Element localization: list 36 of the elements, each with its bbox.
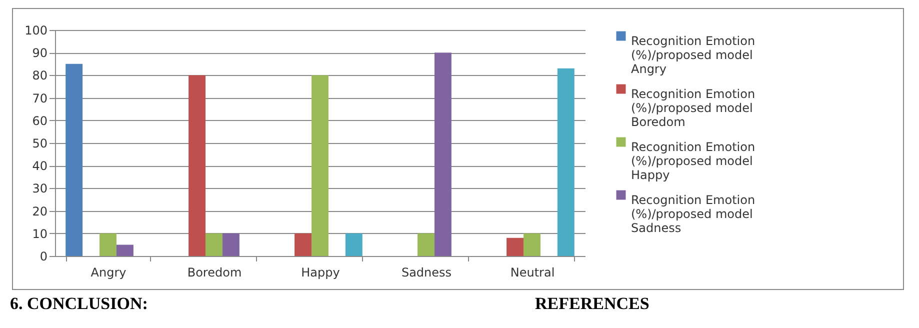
bar (418, 233, 434, 256)
y-tick-label: 50 (32, 136, 48, 150)
bar (116, 244, 134, 256)
text: REFERENCES (535, 294, 650, 314)
legend-label: Recognition Emotion (%)/proposed model Happy (631, 140, 756, 182)
x-tick-label: Boredom (187, 266, 242, 280)
x-tick-label: Happy (301, 266, 340, 280)
legend-label: Recognition Emotion (%)/proposed model Angry (631, 34, 756, 76)
text: 6. CONCLUSION: (10, 294, 148, 314)
bar (345, 233, 362, 256)
bar (66, 64, 83, 256)
y-tick-label: 90 (32, 46, 48, 60)
y-tick-label: 30 (32, 182, 48, 196)
bar (100, 233, 116, 256)
bar (434, 52, 452, 256)
bar (206, 233, 222, 256)
bar (222, 233, 240, 256)
y-tick-label: 20 (32, 204, 48, 218)
y-tick-label: 40 (32, 159, 48, 174)
y-tick-label: 70 (32, 91, 48, 106)
x-tick-label: Angry (90, 266, 126, 280)
bar (557, 68, 574, 256)
bar (188, 75, 206, 256)
y-tick-label: 60 (32, 114, 48, 128)
x-tick-label: Neutral (510, 266, 555, 280)
bar (524, 233, 540, 256)
legend-label: Recognition Emotion (%)/proposed model Boredom (631, 87, 756, 129)
legend-label: Recognition Emotion (%)/proposed model Sadness (631, 193, 756, 235)
bar (294, 233, 312, 256)
y-tick-label: 10 (32, 226, 48, 241)
y-tick-label: 0 (40, 250, 48, 264)
y-tick-label: 100 (24, 24, 48, 38)
bar (312, 75, 328, 256)
y-tick-label: 80 (32, 68, 48, 83)
bar (506, 238, 524, 256)
x-tick-label: Sadness (401, 266, 452, 280)
